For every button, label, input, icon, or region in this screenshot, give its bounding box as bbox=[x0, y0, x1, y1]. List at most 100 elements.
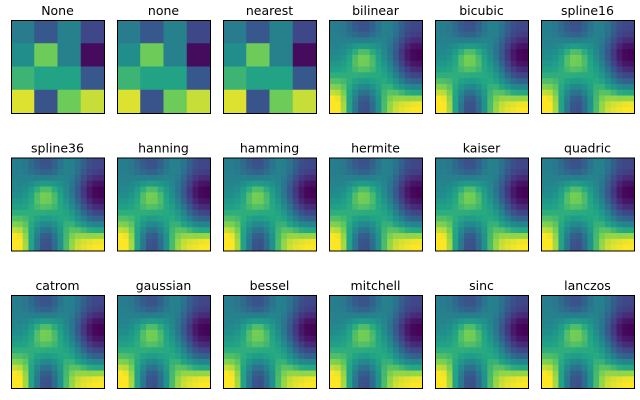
heatmap-pixel bbox=[416, 227, 423, 234]
heatmap-pixel bbox=[558, 358, 565, 366]
heatmap-pixel bbox=[281, 157, 288, 164]
heatmap-pixel bbox=[452, 60, 459, 67]
heatmap-pixel bbox=[398, 295, 405, 302]
heatmap-pixel bbox=[346, 192, 353, 199]
heatmap-pixel bbox=[198, 186, 205, 193]
heatmap-pixel bbox=[392, 358, 400, 366]
heatmap-pixel bbox=[616, 49, 623, 56]
heatmap-pixel bbox=[469, 324, 477, 331]
heatmap-pixel bbox=[435, 353, 442, 360]
heatmap-pixel bbox=[616, 295, 623, 302]
heatmap-pixel bbox=[146, 180, 153, 187]
heatmap-pixel bbox=[257, 157, 265, 164]
heatmap-pixel bbox=[246, 221, 253, 228]
heatmap-pixel bbox=[334, 244, 342, 251]
heatmap-pixel bbox=[469, 107, 477, 114]
heatmap-pixel bbox=[252, 370, 259, 377]
heatmap-pixel bbox=[622, 295, 629, 302]
heatmap-pixel bbox=[522, 198, 529, 205]
heatmap-pixel bbox=[363, 174, 371, 182]
heatmap-pixel bbox=[510, 60, 517, 67]
heatmap-pixel bbox=[223, 163, 230, 170]
heatmap-pixel bbox=[186, 306, 193, 313]
heatmap-cell bbox=[186, 43, 211, 67]
heatmap-pixel bbox=[358, 335, 365, 342]
heatmap-pixel bbox=[446, 295, 453, 302]
heatmap-pixel bbox=[198, 347, 205, 354]
heatmap-pixel bbox=[498, 306, 506, 313]
heatmap-pixel bbox=[51, 353, 58, 360]
heatmap-pixel bbox=[622, 83, 629, 91]
heatmap-pixel bbox=[610, 324, 617, 331]
heatmap-cell bbox=[163, 43, 188, 67]
heatmap-pixel bbox=[69, 227, 76, 234]
heatmap-pixel bbox=[498, 169, 506, 176]
heatmap-pixel bbox=[387, 215, 394, 222]
heatmap-pixel bbox=[381, 43, 388, 50]
heatmap-pixel bbox=[22, 329, 29, 337]
heatmap-pixel bbox=[381, 335, 388, 342]
heatmap-pixel bbox=[599, 169, 606, 176]
heatmap-pixel bbox=[140, 382, 147, 389]
heatmap-pixel bbox=[286, 329, 294, 337]
heatmap-pixel bbox=[45, 174, 53, 182]
heatmap-pixel bbox=[522, 227, 529, 234]
heatmap-pixel bbox=[616, 227, 623, 234]
heatmap-pixel bbox=[169, 221, 176, 228]
heatmap-pixel bbox=[69, 233, 76, 240]
heatmap-pixel bbox=[204, 169, 211, 176]
heatmap-pixel bbox=[616, 43, 623, 50]
heatmap-pixel bbox=[469, 37, 477, 44]
heatmap-pixel bbox=[180, 324, 188, 331]
heatmap-pixel bbox=[329, 233, 336, 240]
heatmap-pixel bbox=[352, 31, 359, 38]
heatmap-pixel bbox=[622, 204, 629, 211]
heatmap-pixel bbox=[604, 244, 612, 251]
heatmap-pixel bbox=[263, 300, 270, 308]
heatmap-pixel bbox=[587, 54, 594, 62]
heatmap-pixel bbox=[257, 353, 265, 360]
heatmap-pixel bbox=[546, 192, 554, 199]
heatmap-pixel bbox=[175, 376, 182, 383]
heatmap-pixel bbox=[498, 192, 506, 199]
heatmap-pixel bbox=[541, 192, 548, 199]
heatmap-pixel bbox=[57, 370, 64, 377]
heatmap-pixel bbox=[45, 180, 53, 187]
heatmap-pixel bbox=[180, 295, 188, 302]
heatmap-pixel bbox=[522, 101, 529, 108]
heatmap-pixel bbox=[28, 341, 35, 348]
heatmap-pixel bbox=[240, 244, 247, 251]
heatmap-pixel bbox=[458, 335, 465, 342]
heatmap-pixel bbox=[69, 358, 76, 366]
heatmap-pixel bbox=[240, 335, 247, 342]
heatmap-pixel bbox=[622, 54, 629, 62]
heatmap-pixel bbox=[616, 312, 623, 319]
heatmap-pixel bbox=[128, 353, 135, 360]
heatmap-pixel bbox=[552, 186, 559, 193]
heatmap-pixel bbox=[286, 335, 294, 342]
heatmap-pixel bbox=[80, 238, 87, 246]
heatmap-pixel bbox=[281, 244, 288, 251]
heatmap-pixel bbox=[63, 376, 70, 383]
heatmap-pixel bbox=[564, 157, 571, 164]
heatmap-pixel bbox=[493, 72, 500, 79]
heatmap-pixel bbox=[546, 72, 554, 79]
heatmap-pixel bbox=[363, 364, 371, 371]
heatmap-pixel bbox=[416, 101, 423, 108]
heatmap-pixel bbox=[487, 43, 494, 50]
heatmap-pixel bbox=[599, 341, 606, 348]
heatmap-pixel bbox=[45, 353, 53, 360]
heatmap-pixel bbox=[604, 300, 612, 308]
heatmap-pixel bbox=[34, 300, 41, 308]
heatmap-pixel bbox=[570, 244, 577, 251]
heatmap-pixel bbox=[22, 233, 29, 240]
subplot-hamming: hamming bbox=[223, 141, 317, 252]
heatmap-pixel bbox=[275, 382, 282, 389]
heatmap-pixel bbox=[252, 300, 259, 308]
heatmap-pixel bbox=[63, 215, 70, 222]
heatmap-cell bbox=[57, 43, 82, 67]
heatmap-pixel bbox=[34, 318, 41, 325]
heatmap-pixel bbox=[269, 186, 276, 193]
heatmap-pixel bbox=[581, 107, 588, 114]
heatmap-pixel bbox=[446, 335, 453, 342]
